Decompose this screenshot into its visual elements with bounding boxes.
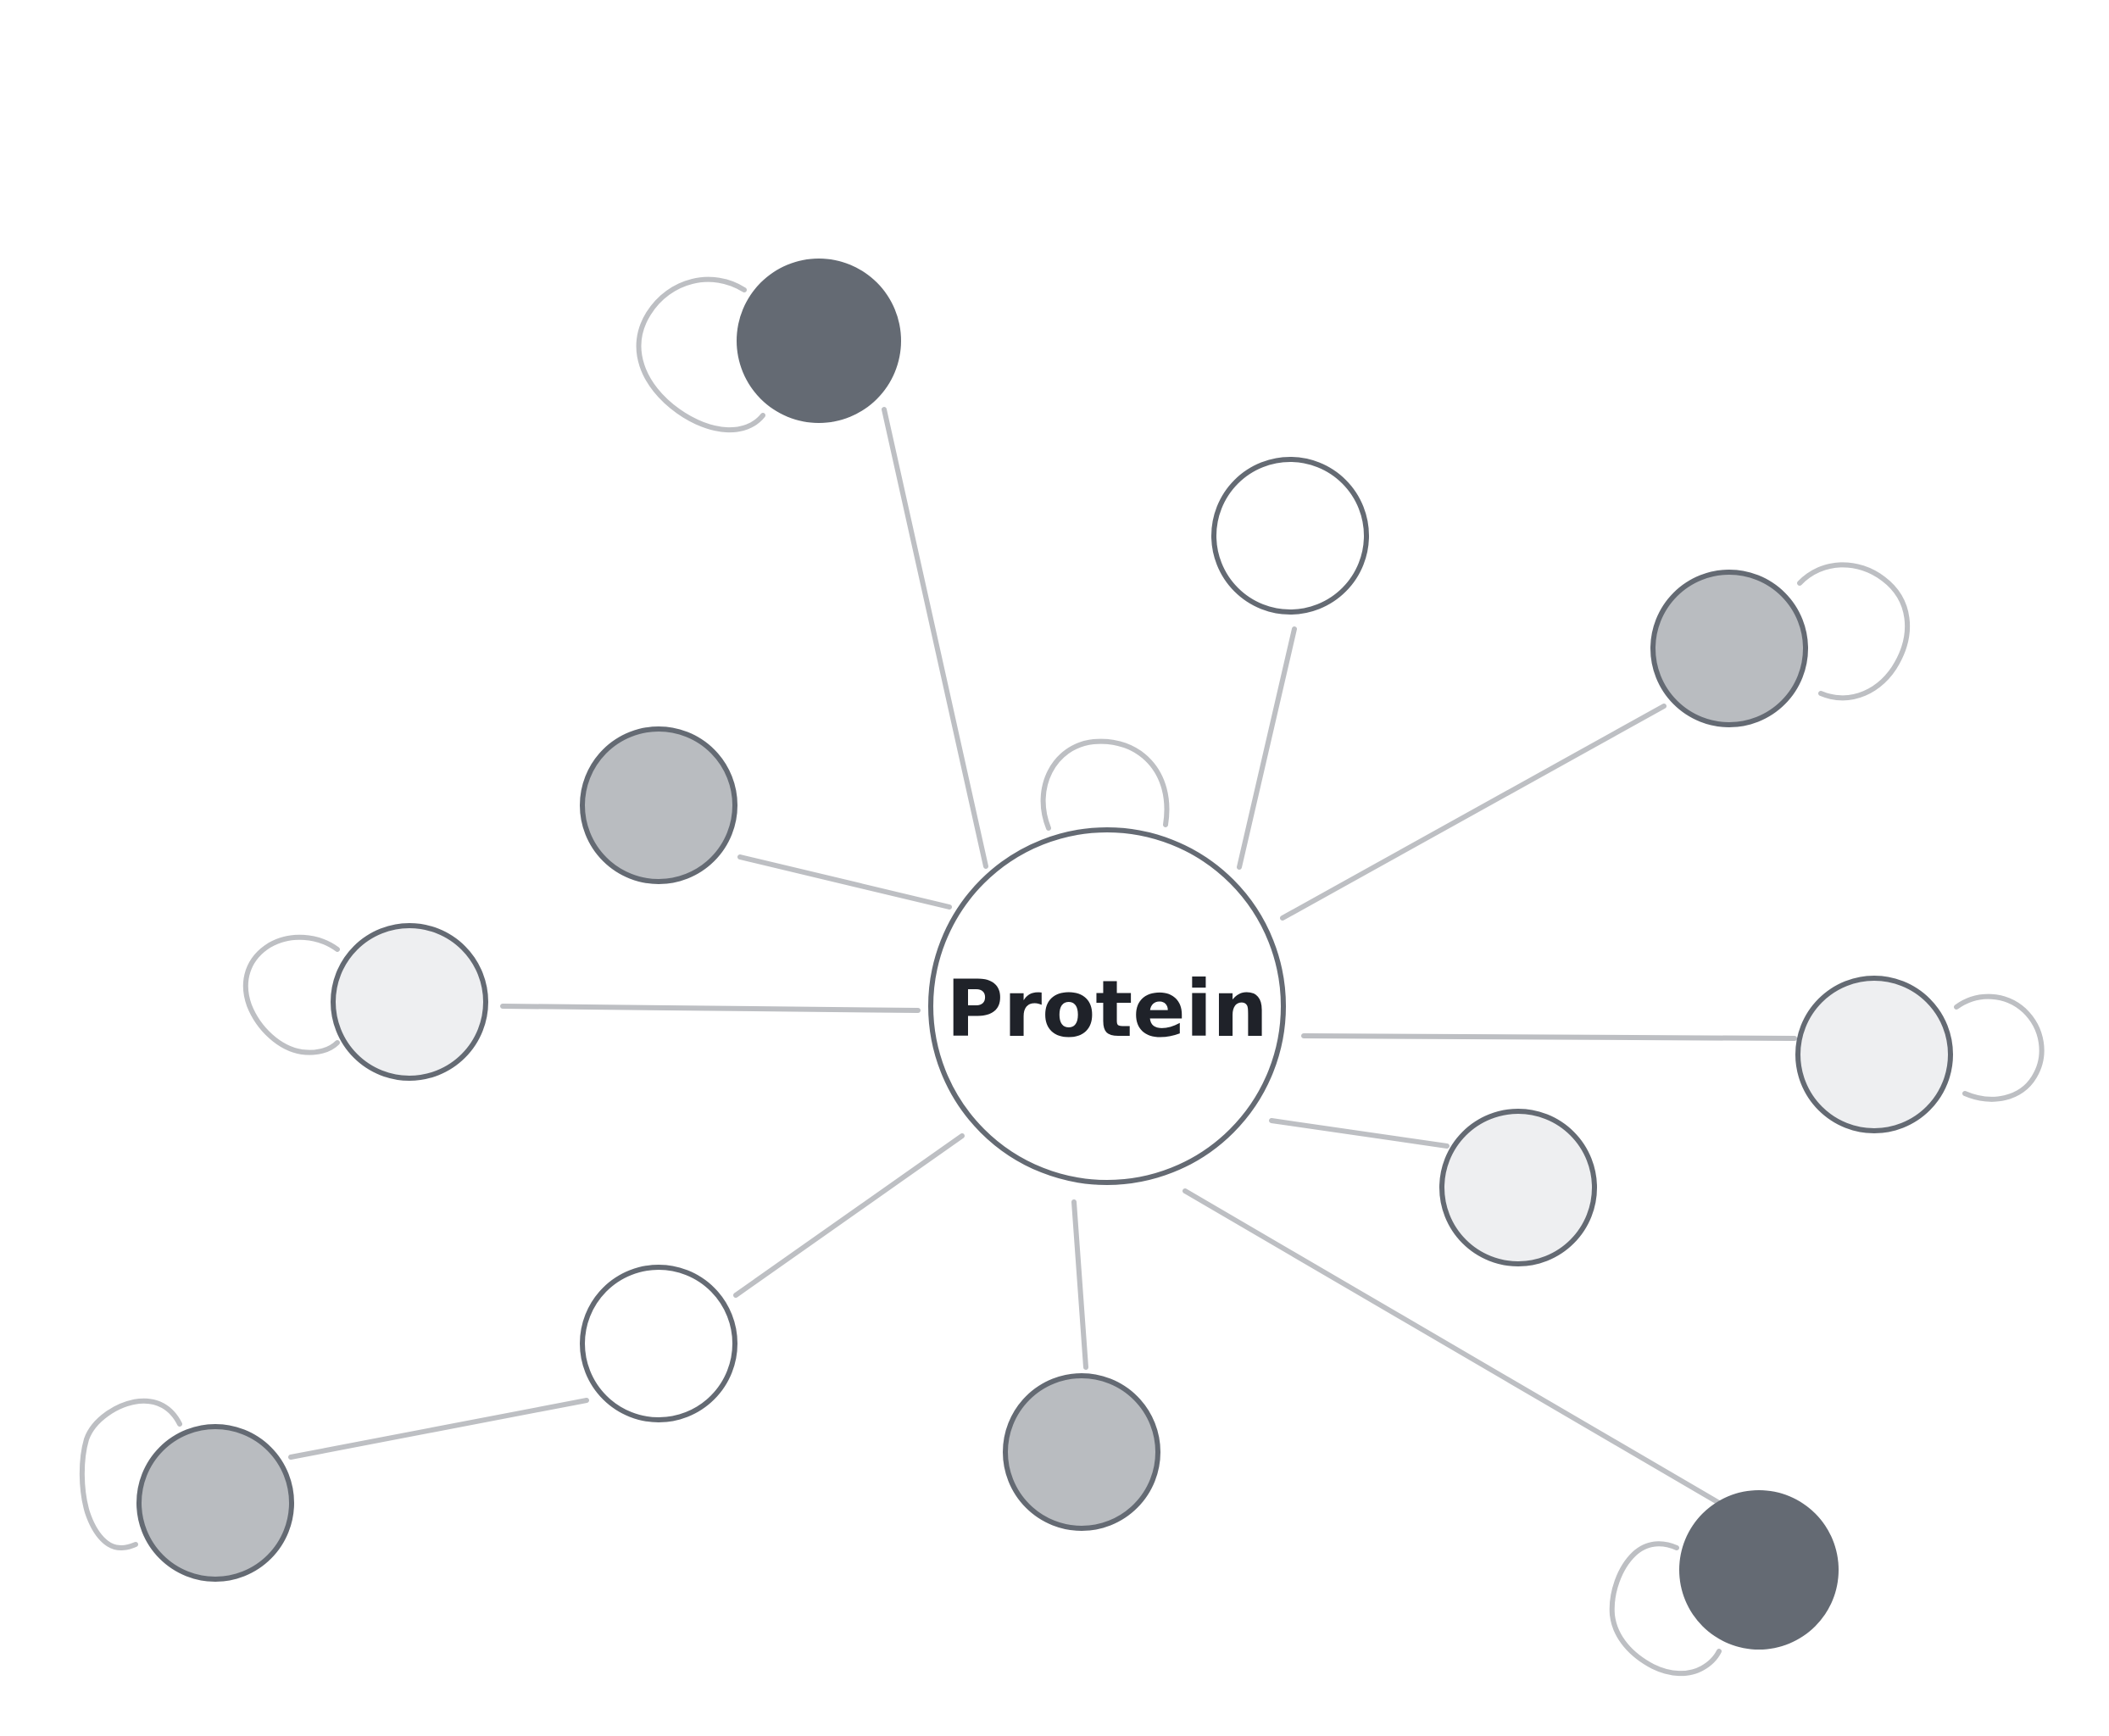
- node-left-light[interactable]: [331, 923, 488, 1081]
- node-right-light[interactable]: [1795, 976, 1953, 1133]
- edge-center-right-upper-medium: [1280, 704, 1667, 921]
- self-loop-right-upper-medium: [1797, 562, 1910, 701]
- self-loop-left-light: [242, 934, 340, 1055]
- node-bottom-medium[interactable]: [1003, 1373, 1160, 1531]
- node-top-left-dark[interactable]: [737, 259, 901, 423]
- edge-center-top-white: [1237, 626, 1297, 870]
- edge-center-left-light: [500, 1004, 921, 1013]
- center-node[interactable]: Protein: [928, 827, 1286, 1185]
- edge-center-top-left-dark: [882, 407, 988, 869]
- node-right-upper-medium[interactable]: [1650, 570, 1808, 727]
- edges: [288, 407, 1797, 1505]
- self-loop-far-left-medium: [79, 1398, 182, 1550]
- edge-center-bottom-left-white: [733, 1133, 965, 1298]
- node-left-upper-medium[interactable]: [580, 726, 737, 884]
- edge-center-right-light: [1301, 1033, 1797, 1041]
- edge-center-right-lower-light: [1269, 1118, 1450, 1149]
- self-loop-top-left-dark: [636, 276, 765, 433]
- node-far-left-medium[interactable]: [136, 1424, 294, 1582]
- edge-bottom-left-white-far-left-medium: [288, 1398, 589, 1460]
- self-loop-right-light: [1954, 993, 2045, 1102]
- node-bottom-left-white[interactable]: [580, 1265, 737, 1422]
- center-node-label: Protein: [946, 964, 1267, 1054]
- nodes: [136, 259, 1953, 1650]
- self-loop-bottom-right-dark: [1609, 1541, 1722, 1677]
- self-loop-center: [1040, 738, 1170, 831]
- node-bottom-right-dark[interactable]: [1679, 1490, 1839, 1650]
- edge-center-left-upper-medium: [737, 854, 952, 910]
- edge-center-bottom-right-dark: [1182, 1188, 1722, 1505]
- self-loops: [79, 276, 2045, 1677]
- node-top-white[interactable]: [1211, 457, 1369, 615]
- center-node-circle[interactable]: [928, 827, 1286, 1185]
- node-right-lower-light[interactable]: [1439, 1109, 1597, 1266]
- edge-center-bottom-medium: [1071, 1199, 1088, 1370]
